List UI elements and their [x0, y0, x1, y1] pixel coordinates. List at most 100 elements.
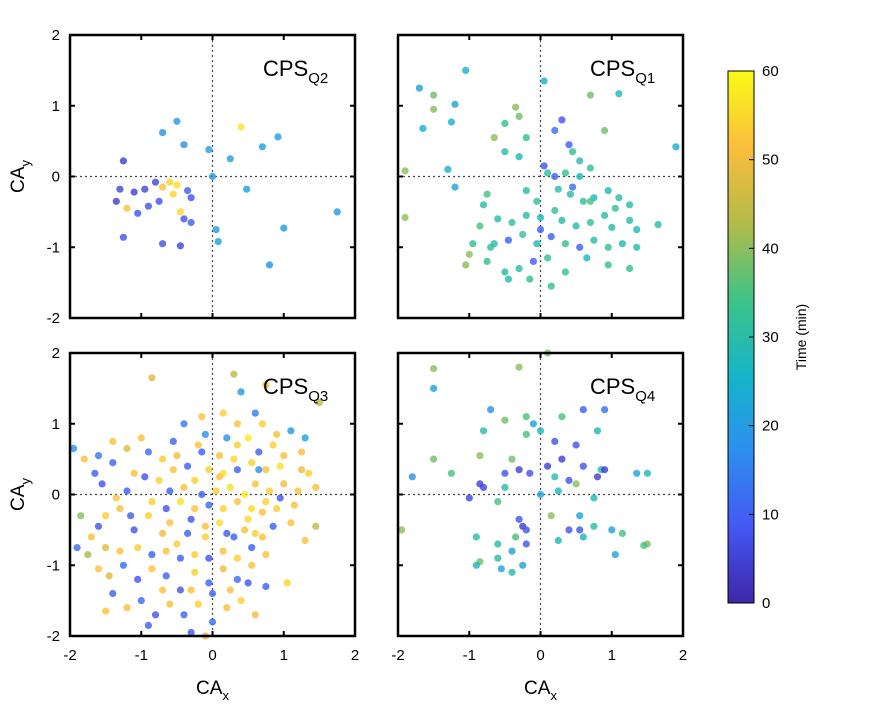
- scatter-point: [497, 565, 505, 573]
- x-axis-title: CAx: [524, 678, 557, 703]
- scatter-point: [223, 529, 231, 538]
- scatter-point: [579, 197, 587, 205]
- scatter-point: [536, 490, 545, 499]
- scatter-point: [547, 282, 555, 290]
- scatter-point: [134, 575, 142, 584]
- scatter-point: [109, 459, 117, 467]
- scatter-point: [166, 519, 174, 527]
- scatter-point: [494, 215, 502, 223]
- scatter-point: [430, 384, 438, 392]
- scatter-point: [608, 223, 616, 231]
- scatter-point: [586, 197, 595, 205]
- scatter-point: [208, 172, 217, 181]
- scatter-point: [576, 512, 584, 520]
- scatter-point: [208, 618, 217, 626]
- scatter-point: [144, 621, 152, 630]
- scatter-point: [522, 413, 530, 421]
- scatter-point: [198, 490, 206, 499]
- scatter-point: [151, 178, 160, 186]
- scatter-point: [198, 448, 206, 456]
- scatter-point: [558, 116, 566, 124]
- scatter-point: [430, 365, 438, 373]
- y-tick-label: -2: [47, 628, 60, 645]
- scatter-point: [273, 505, 281, 513]
- scatter-point: [479, 201, 488, 209]
- scatter-point: [301, 434, 309, 442]
- scatter-point: [233, 575, 241, 584]
- scatter-point: [515, 466, 523, 474]
- scatter-point: [123, 444, 131, 453]
- scatter-point: [590, 522, 598, 530]
- scatter-point: [419, 124, 427, 132]
- scatter-point: [451, 100, 459, 108]
- scatter-point: [258, 508, 266, 516]
- scatter-point: [569, 183, 577, 191]
- scatter-point: [144, 448, 152, 456]
- scatter-point: [312, 483, 320, 491]
- scatter-point: [265, 261, 274, 269]
- colorbar-tick-label: 30: [762, 329, 779, 346]
- scatter-point: [654, 221, 662, 229]
- scatter-point: [248, 544, 256, 552]
- scatter-point: [515, 264, 523, 273]
- scatter-point: [626, 216, 634, 224]
- scatter-point: [176, 554, 184, 562]
- scatter-point: [558, 413, 566, 421]
- scatter-point: [237, 597, 245, 605]
- colorbar-tick-label: 40: [762, 240, 779, 257]
- points-q2: [112, 117, 341, 269]
- panel-q4: -2 -1 0 1 2 CAx CPSQ4: [391, 349, 687, 703]
- scatter-point: [483, 257, 491, 265]
- scatter-point: [237, 388, 245, 396]
- scatter-point: [633, 226, 641, 234]
- scatter-point: [579, 462, 587, 470]
- x-tick-label: 1: [280, 647, 288, 664]
- scatter-point: [476, 222, 484, 230]
- scatter-point: [515, 363, 523, 371]
- scatter-point: [576, 243, 584, 251]
- scatter-point: [159, 240, 167, 248]
- scatter-point: [511, 103, 520, 111]
- scatter-point: [144, 202, 152, 210]
- scatter-point: [554, 487, 562, 495]
- scatter-point: [119, 561, 127, 569]
- scatter-point: [533, 240, 541, 248]
- scatter-point: [184, 187, 192, 195]
- scatter-point: [162, 547, 170, 555]
- scatter-point: [561, 240, 570, 248]
- scatter-point: [490, 134, 498, 142]
- colorbar-tick-label: 0: [762, 595, 770, 612]
- scatter-point: [255, 466, 263, 474]
- scatter-point: [73, 544, 81, 552]
- scatter-point: [601, 406, 609, 414]
- scatter-point: [583, 254, 591, 262]
- y-tick-label: 0: [52, 487, 60, 504]
- scatter-point: [672, 143, 680, 151]
- scatter-point: [155, 476, 163, 484]
- scatter-point: [119, 233, 127, 241]
- scatter-point: [618, 240, 627, 248]
- scatter-point: [444, 165, 452, 173]
- scatter-point: [586, 91, 595, 99]
- scatter-point: [290, 501, 298, 509]
- scatter-point: [494, 498, 502, 506]
- scatter-point: [593, 473, 602, 481]
- scatter-point: [476, 480, 484, 488]
- scatter-point: [148, 374, 156, 382]
- scatter-point: [91, 469, 99, 477]
- colorbar-tick-label: 60: [762, 63, 779, 80]
- scatter-point: [526, 275, 534, 283]
- scatter-point: [522, 211, 530, 219]
- scatter-point: [251, 529, 259, 538]
- colorbar-tick-label: 20: [762, 418, 779, 435]
- scatter-point: [533, 197, 541, 205]
- scatter-point: [173, 117, 181, 125]
- scatter-point: [105, 572, 113, 580]
- scatter-point: [626, 264, 634, 273]
- scatter-point: [116, 505, 124, 513]
- scatter-point: [590, 236, 598, 244]
- scatter-point: [244, 434, 252, 442]
- scatter-point: [469, 240, 477, 248]
- scatter-point: [205, 466, 213, 474]
- scatter-point: [258, 143, 266, 151]
